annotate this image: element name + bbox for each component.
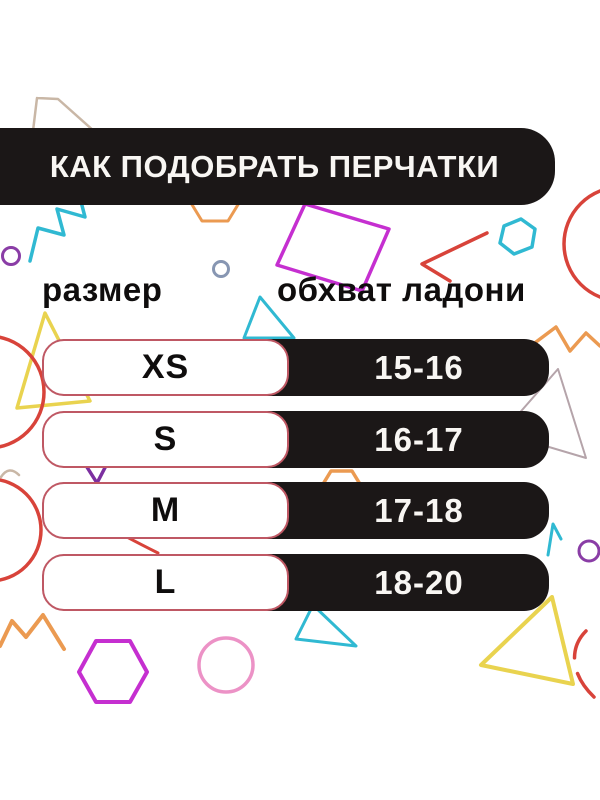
cyan-triangle-bottom-icon	[294, 603, 358, 648]
table-row: M 17-18	[42, 482, 549, 539]
size-cell: S	[42, 411, 289, 468]
table-row: L 18-20	[42, 554, 549, 611]
red-circle-right-icon	[562, 189, 600, 299]
range-cell: 18-20	[289, 554, 549, 611]
range-cell: 15-16	[289, 339, 549, 396]
yellow-triangle-bottom-icon	[479, 595, 575, 686]
red-circle-left-upper-icon	[0, 335, 46, 449]
tan-arc-icon	[0, 469, 21, 479]
size-cell: M	[42, 482, 289, 539]
range-cell: 17-18	[289, 482, 549, 539]
column-header-size: размер	[42, 271, 163, 308]
size-value: XS	[141, 348, 190, 386]
orange-zigzag-right-icon	[534, 325, 600, 353]
cyan-hexagon-icon	[498, 217, 537, 256]
pink-circle-icon	[197, 636, 255, 694]
range-value: 17-18	[374, 491, 464, 529]
red-dashed-arc-icon	[572, 629, 596, 699]
size-value: M	[150, 491, 181, 529]
range-cell: 16-17	[289, 411, 549, 468]
range-value: 15-16	[374, 348, 464, 386]
size-value: S	[153, 420, 178, 458]
slate-circle-icon	[212, 260, 230, 278]
red-chevron-icon	[420, 231, 489, 283]
magenta-hexagon-icon	[77, 639, 149, 704]
size-cell: XS	[42, 339, 289, 396]
cyan-check-right-icon	[546, 522, 563, 557]
title-banner: КАК ПОДОБРАТЬ ПЕРЧАТКИ	[0, 128, 555, 205]
page-title: КАК ПОДОБРАТЬ ПЕРЧАТКИ	[49, 148, 500, 184]
tan-triangle-icon	[31, 96, 97, 134]
cyan-zigzag-icon	[28, 192, 87, 263]
cyan-triangle-mid-icon	[242, 295, 296, 340]
magenta-square-icon	[275, 202, 391, 293]
purple-circle-icon	[1, 246, 21, 266]
table-row: S 16-17	[42, 411, 549, 468]
size-value: L	[154, 563, 177, 601]
range-value: 16-17	[374, 420, 464, 458]
range-value: 18-20	[374, 563, 464, 601]
column-header-palm: обхват ладони	[277, 271, 526, 308]
purple-circle-right-icon	[577, 539, 600, 563]
orange-zigzag-bottom-icon	[0, 613, 66, 651]
table-row: XS 15-16	[42, 339, 549, 396]
size-cell: L	[42, 554, 289, 611]
red-circle-left-lower-icon	[0, 478, 43, 582]
